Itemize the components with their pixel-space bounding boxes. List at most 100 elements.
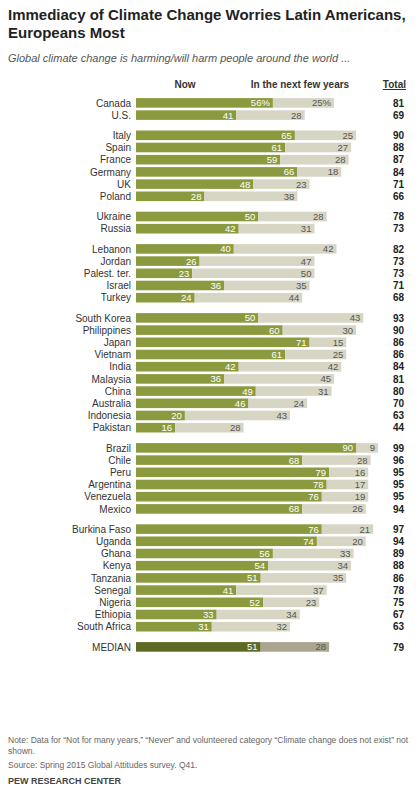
bar	[322, 492, 368, 502]
tick-label: Vietnam	[94, 349, 131, 360]
credit: PEW RESEARCH CENTER	[8, 776, 122, 786]
bar	[136, 143, 285, 153]
bar	[136, 110, 236, 120]
tick-label: Argentina	[88, 479, 131, 490]
tick: South Korea	[75, 313, 134, 324]
data-label: 71	[296, 337, 307, 348]
data-label: 38	[284, 191, 295, 202]
tick-label: Spain	[105, 142, 131, 153]
data-label: 50	[301, 268, 312, 279]
tick-label: China	[105, 386, 132, 397]
data-label: 15	[333, 337, 344, 348]
data-label: 16	[355, 467, 366, 478]
tick: Russia	[100, 223, 134, 234]
bar	[136, 455, 302, 465]
bar	[136, 256, 200, 266]
tick: Burkina Faso	[72, 524, 134, 535]
total-value: 70	[393, 398, 405, 409]
tick-label: Jordan	[100, 256, 131, 267]
data-label: 26	[186, 256, 197, 267]
bar	[136, 313, 258, 323]
total-value: 95	[393, 467, 405, 478]
legend-label: Now	[174, 79, 195, 90]
bar	[195, 293, 303, 303]
tick: South Africa	[77, 621, 134, 632]
tick: Ethiopia	[95, 609, 134, 620]
tick: Brazil	[106, 443, 134, 454]
data-label: 28	[335, 154, 346, 165]
tick-label: Australia	[92, 398, 131, 409]
data-label: 31	[318, 386, 329, 397]
tick-label: Germany	[90, 167, 131, 178]
tick: Italy	[113, 130, 134, 141]
total-value: 94	[393, 536, 405, 547]
data-label: 28	[191, 191, 202, 202]
total-value: 89	[393, 548, 405, 559]
data-label: 20	[352, 536, 363, 547]
data-label: 24	[181, 292, 192, 303]
tick: Vietnam	[94, 349, 134, 360]
total-value: 81	[393, 374, 405, 385]
total-value: 80	[393, 386, 405, 397]
data-label: 60	[269, 325, 280, 336]
bar	[302, 455, 370, 465]
data-label: 76	[308, 491, 319, 502]
text-line: Note: Data for “Not for many years,” “Ne…	[8, 735, 409, 745]
bar	[136, 573, 261, 583]
totals-header: Total	[383, 79, 406, 90]
total-value: 66	[393, 191, 405, 202]
bar	[136, 98, 273, 108]
data-label: 59	[267, 154, 278, 165]
tick-label: Peru	[110, 467, 131, 478]
tick: Venezuela	[84, 491, 134, 502]
data-label: 68	[289, 503, 300, 514]
bar	[136, 480, 327, 490]
bar	[236, 110, 304, 120]
data-label: 46	[235, 398, 246, 409]
data-label: 74	[303, 536, 314, 547]
data-label: 26	[352, 503, 363, 514]
data-label: 35	[333, 572, 344, 583]
tick-label: Indonesia	[88, 410, 132, 421]
bar	[322, 524, 373, 534]
bar	[273, 549, 354, 559]
tick: Chile	[108, 455, 134, 466]
data-label: 45	[320, 373, 331, 384]
bar	[136, 224, 239, 234]
tick-label: Uganda	[96, 536, 131, 547]
data-label: 23	[179, 268, 190, 279]
tick-label: Venezuela	[84, 491, 131, 502]
text-line: Europeans Most	[8, 24, 125, 41]
data-label: 41	[223, 110, 234, 121]
tick: Jordan	[100, 256, 134, 267]
data-label: 20	[171, 410, 182, 421]
tick-label: Mexico	[99, 504, 131, 515]
bar	[253, 179, 309, 189]
text-line: Immediacy of Climate Change Worries Lati…	[8, 6, 406, 23]
bar	[136, 325, 283, 335]
total-value: 95	[393, 491, 405, 502]
bar	[295, 131, 356, 141]
tick: Japan	[104, 337, 134, 348]
bar	[285, 350, 346, 360]
tick-label: Lebanon	[92, 244, 131, 255]
total-value: 84	[393, 361, 405, 372]
tick: Philippines	[83, 325, 134, 336]
total-value: 78	[393, 585, 405, 596]
data-label: 25	[333, 349, 344, 360]
data-label: 76	[308, 524, 319, 535]
data-label: 52	[250, 597, 261, 608]
total-value: 71	[393, 280, 405, 291]
bar	[212, 622, 290, 632]
total-value: 96	[393, 455, 405, 466]
data-label: 25	[342, 130, 353, 141]
tick: Turkey	[101, 292, 134, 303]
total-value: 63	[393, 621, 405, 632]
bar	[136, 131, 295, 141]
tick-label: Ukraine	[97, 211, 132, 222]
tick-label: Italy	[113, 130, 131, 141]
data-label: 90	[342, 442, 353, 453]
data-label: 9	[370, 442, 375, 453]
bar	[136, 423, 175, 433]
data-label: 42	[328, 361, 339, 372]
